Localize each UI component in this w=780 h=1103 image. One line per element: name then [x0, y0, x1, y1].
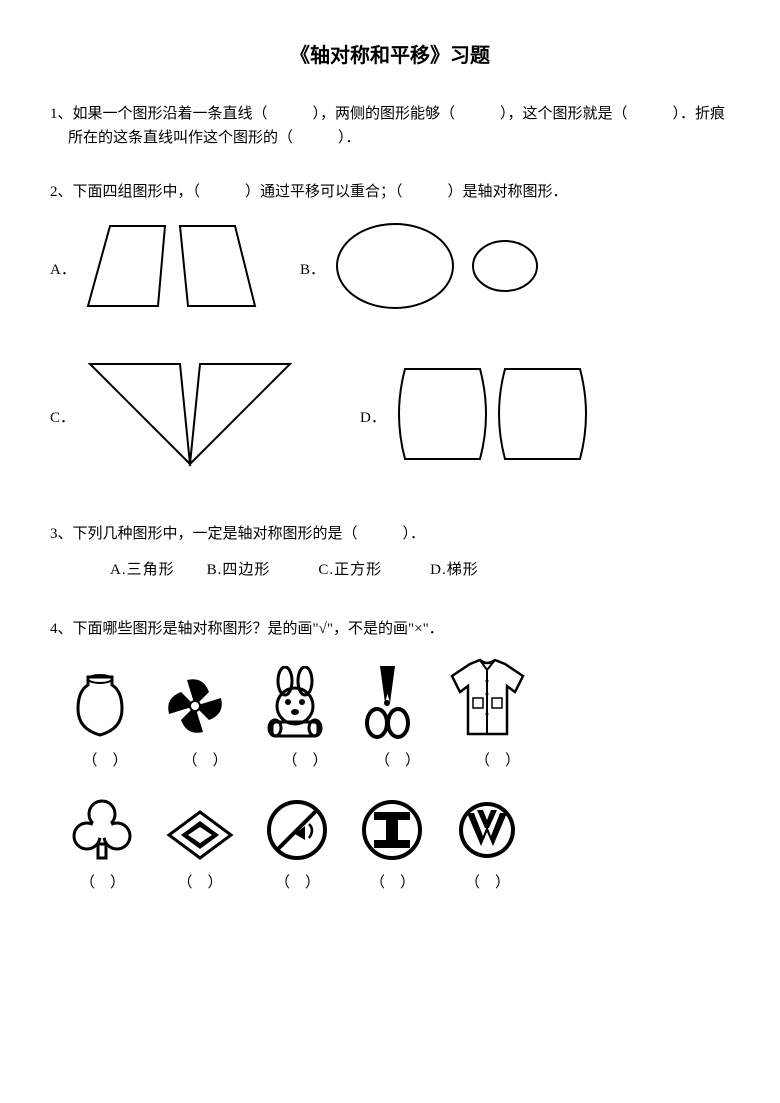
- q4-text: 4、下面哪些图形是轴对称图形？是的画"√"，不是的画"×"．: [50, 617, 730, 641]
- question-2: 2、下面四组图形中，（ ）通过平移可以重合；（ ）是轴对称图形． A． B． C…: [50, 180, 730, 482]
- paren: （ ）: [265, 871, 330, 895]
- q1-text: 1、如果一个图形沿着一条直线（ ），两侧的图形能够（ ），这个图形就是（ ）．折…: [50, 102, 730, 150]
- nohorn-icon: [265, 798, 330, 863]
- paren: （ ）: [370, 749, 425, 773]
- q3-opt-c: C.正方形: [318, 562, 382, 578]
- club-icon: [70, 798, 135, 863]
- paren: （ ）: [270, 749, 340, 773]
- shirt-icon: [445, 656, 530, 741]
- q3-opt-d: D.梯形: [430, 562, 479, 578]
- question-4: 4、下面哪些图形是轴对称图形？是的画"√"，不是的画"×"．: [50, 617, 730, 895]
- paren: （ ）: [165, 871, 235, 895]
- q2-label-d: D．: [360, 406, 390, 430]
- q2-label-a: A．: [50, 258, 80, 282]
- worksheet-title: 《轴对称和平移》习题: [50, 40, 730, 72]
- q4-row1-parens: （ ） （ ） （ ） （ ） （ ）: [70, 749, 730, 773]
- scissors-icon: [360, 661, 415, 741]
- rabbit-icon: [260, 666, 330, 741]
- q4-row1: [70, 656, 730, 741]
- paren: （ ）: [455, 871, 520, 895]
- jar-icon: [70, 671, 130, 741]
- q2-shape-a: [80, 216, 260, 324]
- q2-shape-d: [390, 359, 600, 477]
- q3-options: A.三角形 B.四边形 C.正方形 D.梯形: [50, 558, 730, 582]
- q2-label-b: B．: [300, 258, 330, 282]
- question-1: 1、如果一个图形沿着一条直线（ ），两侧的图形能够（ ），这个图形就是（ ）．折…: [50, 102, 730, 150]
- q4-row2-parens: （ ） （ ） （ ） （ ） （ ）: [70, 871, 730, 895]
- paren: （ ）: [170, 749, 240, 773]
- q3-opt-b: B.四边形: [207, 562, 271, 578]
- q2-label-c: C．: [50, 406, 80, 430]
- paren: （ ）: [360, 871, 425, 895]
- q2-text: 2、下面四组图形中，（ ）通过平移可以重合；（ ）是轴对称图形．: [50, 180, 730, 204]
- paren: （ ）: [455, 749, 540, 773]
- q4-row2: [70, 798, 730, 863]
- q2-shape-b: [330, 216, 550, 324]
- paren: （ ）: [70, 749, 140, 773]
- q2-shape-c: [80, 354, 300, 482]
- paren: （ ）: [70, 871, 135, 895]
- vw-icon: [455, 798, 520, 863]
- logoH-icon: [360, 798, 425, 863]
- diamond-icon: [165, 808, 235, 863]
- q3-opt-a: A.三角形: [110, 562, 175, 578]
- pinwheel-icon: [160, 671, 230, 741]
- question-3: 3、下列几种图形中，一定是轴对称图形的是（ ）． A.三角形 B.四边形 C.正…: [50, 522, 730, 582]
- q3-text: 3、下列几种图形中，一定是轴对称图形的是（ ）．: [50, 522, 730, 546]
